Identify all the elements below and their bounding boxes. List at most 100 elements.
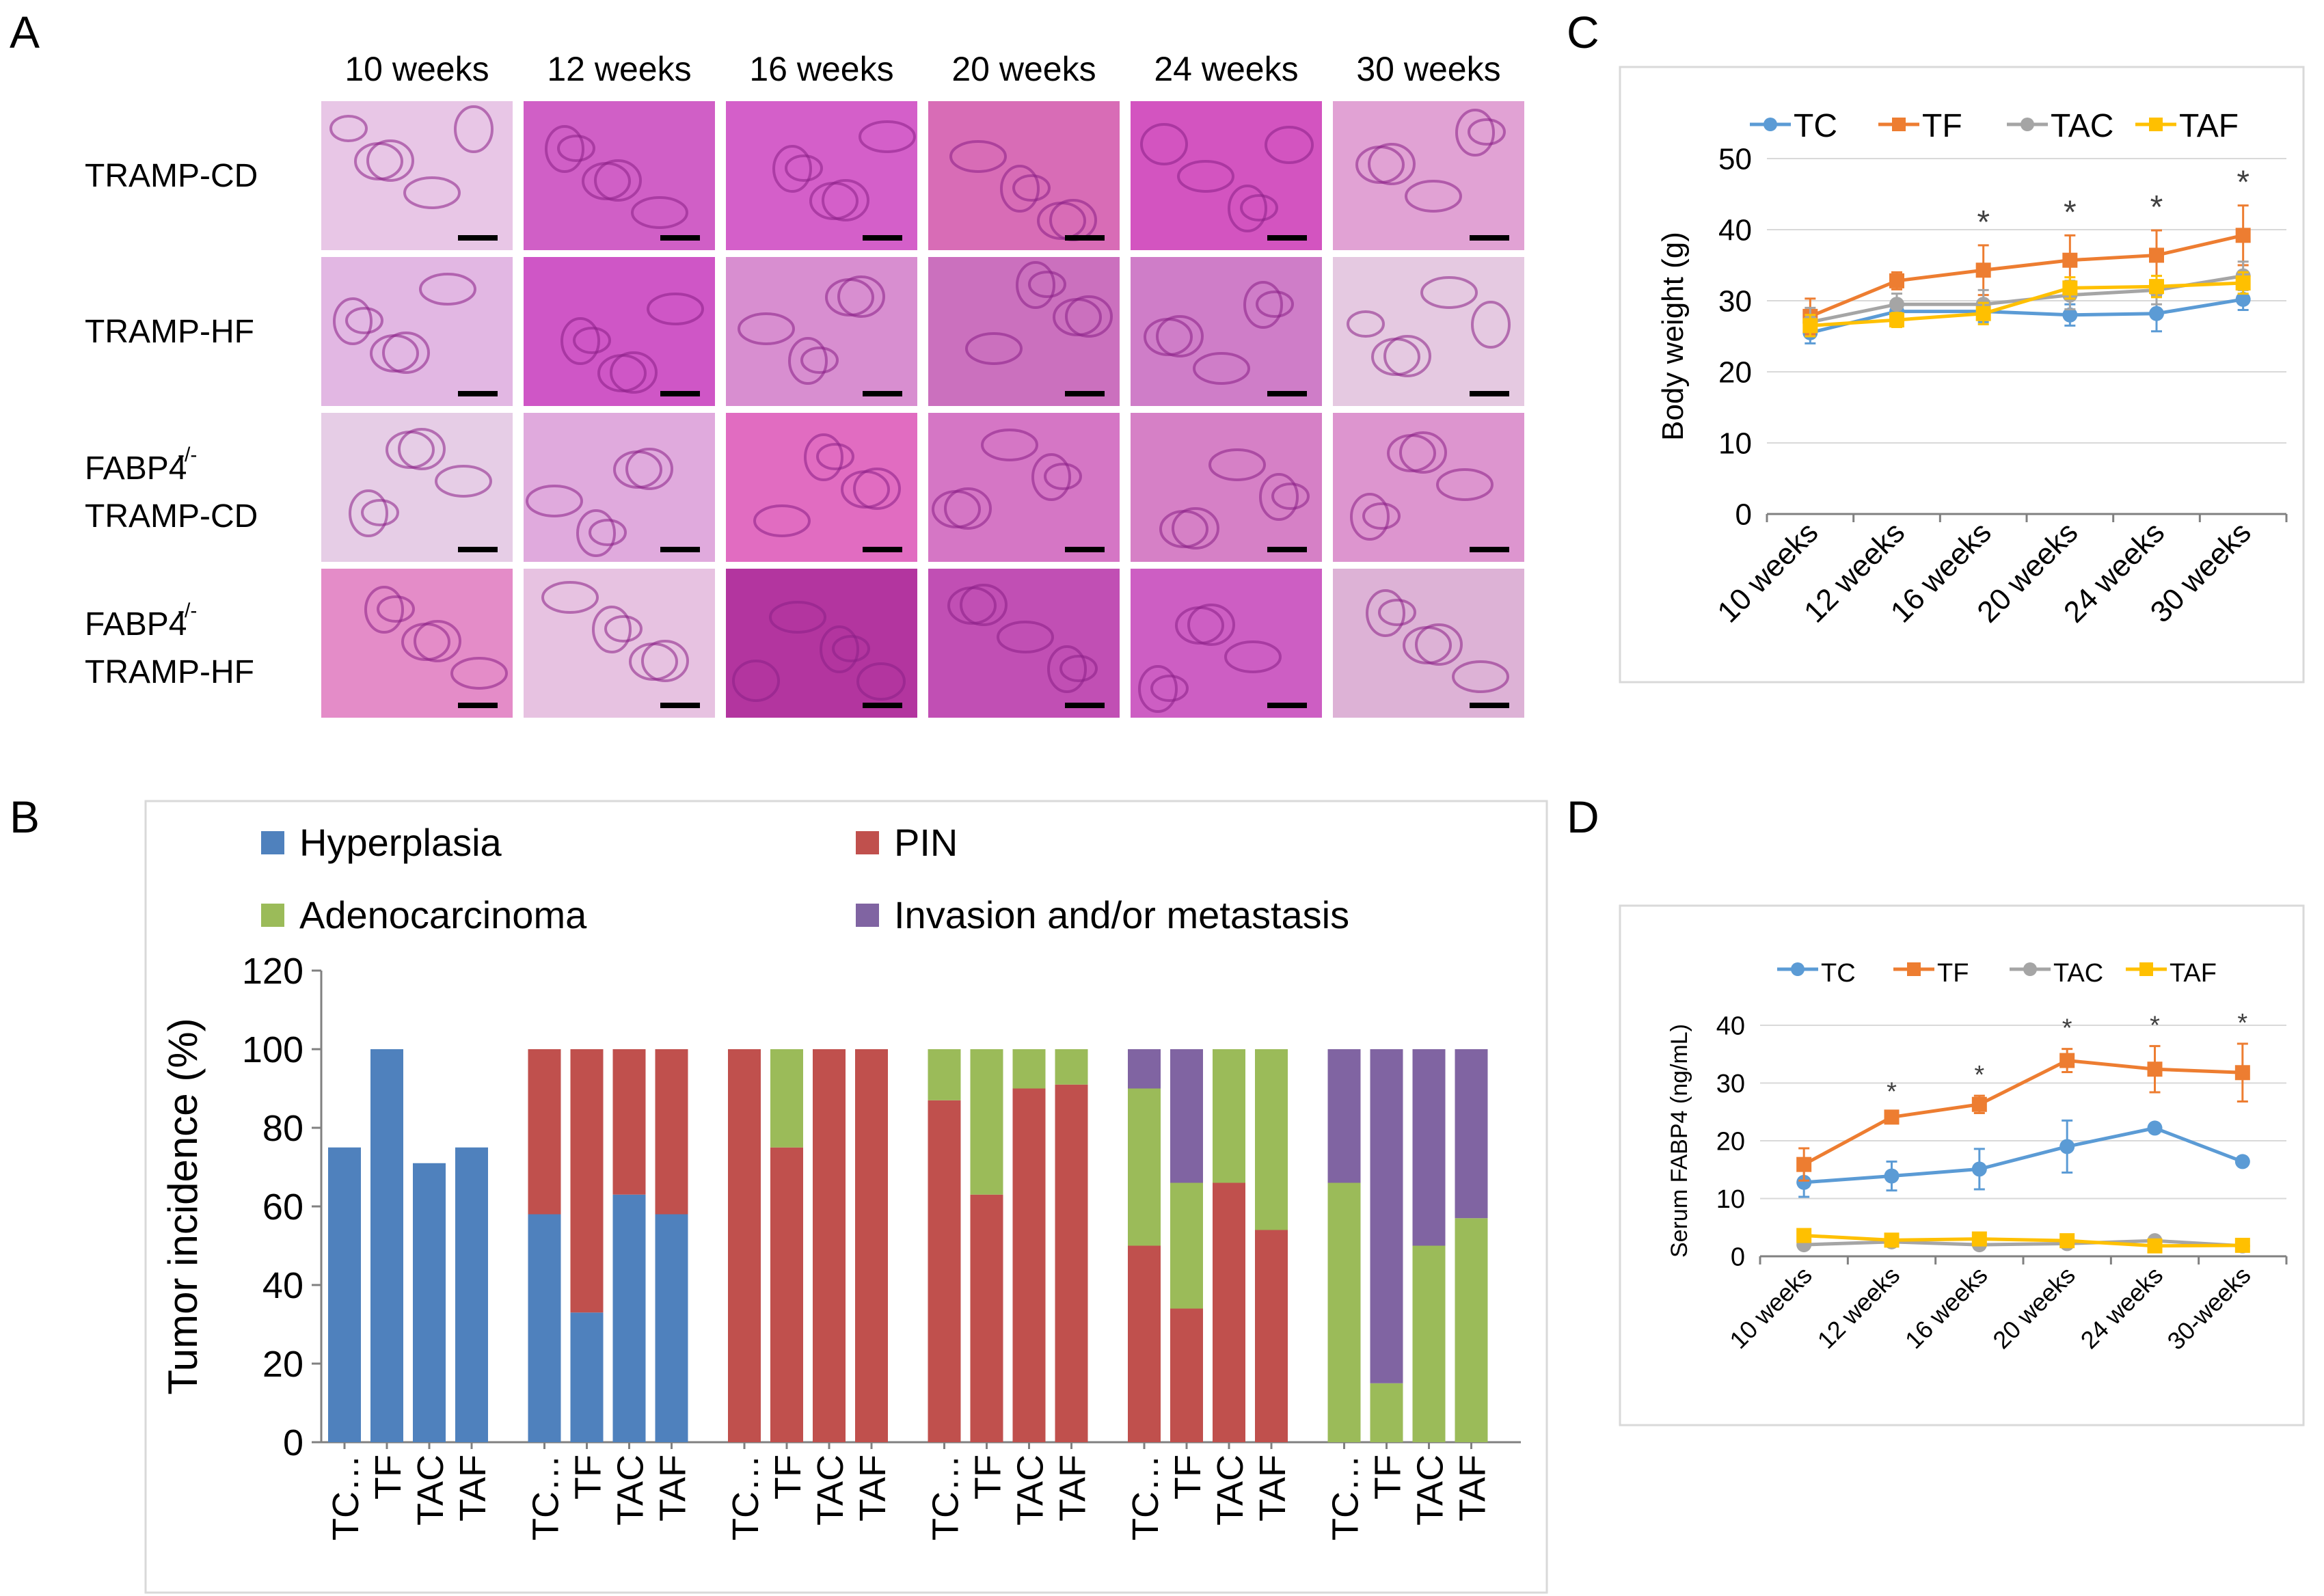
tissue-gland [944,487,992,530]
column-label: 20 weeks [951,50,1096,88]
bar-segment [1412,1049,1446,1246]
legend-label: TAF [2170,959,2217,988]
scale-bar [458,235,498,241]
tissue-gland [613,450,662,489]
row-label: TRAMP-CD [85,158,258,194]
tissue-gland [1059,655,1098,682]
tissue-gland [589,519,627,546]
histology-image [1131,257,1322,406]
x-tick-label: TC… [925,1455,967,1541]
tissue-gland [1436,468,1494,501]
bar-segment [770,1049,803,1148]
significance-marker: * [2062,1014,2072,1043]
tissue-gland [1044,463,1082,490]
legend-label: TF [1937,959,1969,988]
scale-bar [863,235,902,241]
tissue-gland [629,643,678,681]
series-line [1803,1126,2243,1185]
x-tick-label: TC… [325,1455,366,1541]
scale-bar [660,391,700,396]
data-point [2149,247,2164,263]
legend-label: TAF [2179,108,2239,144]
data-point [2147,1238,2163,1254]
tissue-gland [1193,352,1250,385]
data-point [2234,1154,2250,1169]
scale-bar [458,391,498,396]
tissue-gland [772,145,812,193]
tissue-gland [841,470,890,509]
tissue-gland [382,332,430,374]
tissue-gland [809,182,859,220]
x-tick-label: TAF [653,1455,694,1521]
tissue-gland [1399,431,1447,474]
bar-segment [1170,1049,1203,1183]
row-label: FABP4 [85,450,187,487]
data-point [1975,306,1991,321]
scale-bar [1267,703,1307,708]
row-label-superscript: -/- [178,599,197,622]
histology-image [1333,257,1524,406]
legend-marker [1764,118,1777,131]
legend-swatch [856,904,879,927]
tissue-gland [364,586,404,634]
tissue-gland [377,595,415,623]
tissue-gland [1355,146,1405,184]
tissue-gland [1012,174,1051,202]
tissue-gland [366,139,414,182]
x-tick-label: TF [368,1455,409,1500]
y-tick-label: 10 [1718,427,1752,460]
tissue-gland [647,293,704,325]
histology-image [321,257,513,406]
x-tick-label: TAC [1010,1455,1051,1526]
tissue-gland [1177,160,1234,193]
y-tick-label: 0 [283,1422,303,1463]
tissue-gland [1468,118,1506,146]
y-tick-label: 120 [242,951,303,992]
bar-segment [328,1147,361,1442]
data-point [1884,1168,1900,1184]
tissue-gland [582,162,631,200]
bar-segment [1255,1049,1288,1230]
tissue-gland [1065,295,1113,338]
tissue-gland [345,307,383,334]
chart-c-frame [1619,66,2305,684]
data-point [1889,273,1904,288]
chart-d-frame [1619,904,2305,1426]
tissue-gland [545,125,584,173]
tissue-gland [1208,448,1266,481]
tissue-gland [557,135,595,162]
legend-label: Invasion and/or metastasis [894,893,1349,936]
scale-bar [660,547,700,552]
tissue-gland [1455,109,1495,157]
significance-marker: * [2064,194,2077,230]
histology-image [524,569,715,718]
x-tick-label: TAC [810,1455,851,1526]
bar-segment [1170,1308,1203,1442]
tissue-gland [1175,606,1224,645]
tissue-gland [960,584,1008,626]
tissue-gland [800,347,839,374]
bar-segment [728,1049,761,1442]
data-point [2059,1139,2075,1154]
histology-image [321,413,513,562]
data-point [1889,297,1904,312]
histology-image [928,569,1120,718]
bar-segment [1327,1182,1361,1442]
tissue-gland [785,154,823,182]
y-tick-label: 20 [262,1344,303,1385]
x-tick-label: TF [568,1455,609,1500]
bar-segment [1128,1088,1161,1246]
legend-swatch [856,831,879,854]
bar-segment [1170,1182,1203,1309]
bar-segment [1213,1049,1245,1183]
data-point [1971,1161,1987,1177]
tissue-gland [349,489,388,537]
data-point [1971,1231,1987,1247]
row-label: TRAMP-HF [85,314,254,350]
bar-segment [1055,1084,1088,1442]
tissue-gland [1383,335,1431,377]
tissue-gland [1240,194,1278,221]
y-tick-label: 30 [1718,284,1752,318]
tissue-gland [1259,473,1299,521]
x-tick-label: TAF [452,1455,494,1521]
